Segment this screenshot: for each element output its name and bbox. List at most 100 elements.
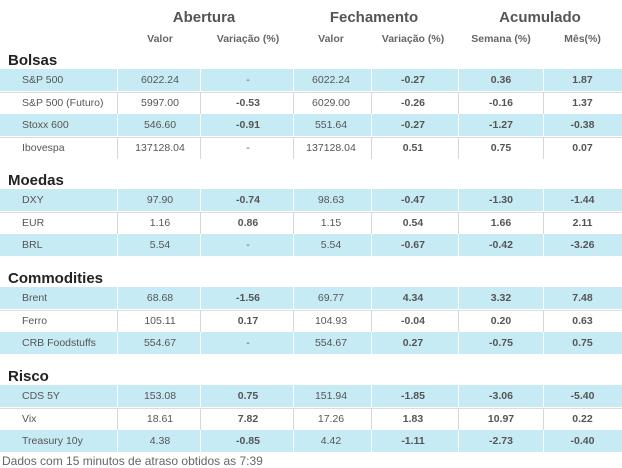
column-divider — [543, 332, 544, 354]
column-divider — [117, 91, 118, 114]
cell-week: -0.16 — [489, 96, 513, 109]
cell-close-chg: -0.47 — [401, 194, 425, 206]
table-row: Stoxx 600 546.60 -0.91 551.64 -0.27 -1.27 -0.3… — [0, 114, 622, 136]
cell-close: 6022.24 — [312, 74, 350, 86]
cell-close-chg: -0.26 — [401, 96, 425, 109]
section-title: Moedas — [8, 172, 64, 189]
cell-week: -3.06 — [489, 390, 513, 402]
subheader-close-variacao: Variação (%) — [381, 33, 445, 45]
table-row: CDS 5Y 153.08 0.75 151.94 -1.85 -3.06 -5.40 — [0, 385, 622, 407]
column-divider — [293, 287, 294, 309]
column-divider — [293, 430, 294, 452]
column-divider — [200, 332, 201, 354]
cell-month: -0.40 — [570, 435, 595, 447]
column-divider — [371, 114, 372, 136]
cell-open: 18.61 — [146, 412, 174, 425]
column-divider — [543, 91, 544, 114]
cell-week: 0.36 — [490, 74, 512, 86]
cell-open-chg: 0.75 — [237, 390, 259, 402]
column-divider — [200, 91, 201, 114]
column-divider — [543, 234, 544, 256]
row-name: S&P 500 — [22, 74, 64, 86]
cell-open-chg: - — [246, 141, 250, 154]
cell-week: -2.73 — [489, 435, 513, 447]
column-divider — [293, 189, 294, 211]
cell-close: 551.64 — [314, 119, 348, 131]
cell-close: 6029.00 — [312, 96, 350, 109]
column-divider — [371, 430, 372, 452]
table-row: S&P 500 6022.24 - 6022.24 -0.27 0.36 1.87 — [0, 69, 622, 91]
section-title: Bolsas — [8, 52, 58, 69]
cell-month: 0.75 — [572, 337, 593, 349]
cell-month: 0.07 — [572, 141, 593, 154]
cell-month: -0.38 — [570, 119, 595, 131]
row-name: Vix — [22, 412, 37, 425]
table-row: CRB Foodstuffs 554.67 - 554.67 0.27 -0.75 0.75 — [0, 332, 622, 354]
cell-open-chg: -0.53 — [236, 96, 260, 109]
column-divider — [458, 430, 459, 452]
cell-open-chg: -0.85 — [236, 435, 260, 447]
cell-close: 17.26 — [317, 412, 345, 425]
cell-open-chg: - — [246, 337, 250, 349]
cell-close: 5.54 — [320, 239, 342, 251]
column-divider — [117, 234, 118, 256]
cell-open: 546.60 — [143, 119, 177, 131]
cell-close: 104.93 — [314, 314, 348, 327]
table-row: Vix 18.61 7.82 17.26 1.83 10.97 0.22 — [0, 407, 622, 430]
cell-open-chg: -0.74 — [236, 194, 260, 206]
cell-open-chg: -1.56 — [236, 292, 260, 304]
cell-open-chg: - — [246, 239, 250, 251]
cell-close: 98.63 — [317, 194, 345, 206]
cell-month: -1.44 — [570, 194, 595, 206]
cell-close-chg: 0.54 — [402, 216, 424, 229]
column-divider — [117, 430, 118, 452]
table-row: EUR 1.16 0.86 1.15 0.54 1.66 2.11 — [0, 211, 622, 234]
cell-week: -0.75 — [489, 337, 513, 349]
column-divider — [293, 385, 294, 407]
column-divider — [458, 234, 459, 256]
cell-close-chg: -0.04 — [401, 314, 425, 327]
column-divider — [543, 407, 544, 430]
column-divider — [543, 287, 544, 309]
column-divider — [458, 385, 459, 407]
section-title: Commodities — [8, 270, 104, 287]
table-row: DXY 97.90 -0.74 98.63 -0.47 -1.30 -1.44 — [0, 189, 622, 211]
column-divider — [293, 332, 294, 354]
column-divider — [200, 189, 201, 211]
cell-close-chg: -0.67 — [401, 239, 425, 251]
column-divider — [293, 234, 294, 256]
cell-open: 105.11 — [144, 314, 176, 327]
cell-close: 1.15 — [320, 216, 342, 229]
column-divider — [117, 114, 118, 136]
column-divider — [371, 136, 372, 159]
column-divider — [200, 407, 201, 430]
cell-close-chg: 1.83 — [402, 412, 424, 425]
header-fechamento: Fechamento — [329, 9, 419, 26]
column-divider — [543, 385, 544, 407]
cell-close-chg: -1.11 — [401, 435, 425, 447]
row-name: S&P 500 (Futuro) — [22, 96, 104, 109]
column-divider — [458, 309, 459, 332]
cell-month: 0.22 — [572, 412, 593, 425]
cell-open-chg: - — [246, 74, 250, 86]
column-divider — [293, 407, 294, 430]
cell-week: 1.66 — [490, 216, 512, 229]
column-divider — [293, 69, 294, 91]
cell-month: -5.40 — [570, 390, 595, 402]
cell-month: -3.26 — [570, 239, 595, 251]
table-row: S&P 500 (Futuro) 5997.00 -0.53 6029.00 -0.26… — [0, 91, 622, 114]
cell-open-chg: 0.86 — [237, 216, 259, 229]
cell-open: 153.08 — [143, 390, 177, 402]
row-name: Ibovespa — [22, 141, 65, 154]
row-name: CDS 5Y — [22, 390, 60, 402]
cell-open: 554.67 — [143, 337, 177, 349]
column-divider — [117, 407, 118, 430]
cell-open-chg: 7.82 — [237, 412, 259, 425]
section-title: Risco — [8, 368, 49, 385]
cell-week: 0.20 — [490, 314, 512, 327]
header-abertura: Abertura — [172, 9, 236, 26]
column-divider — [200, 430, 201, 452]
column-divider — [371, 211, 372, 234]
row-name: CRB Foodstuffs — [22, 337, 96, 349]
row-name: Stoxx 600 — [22, 119, 69, 131]
